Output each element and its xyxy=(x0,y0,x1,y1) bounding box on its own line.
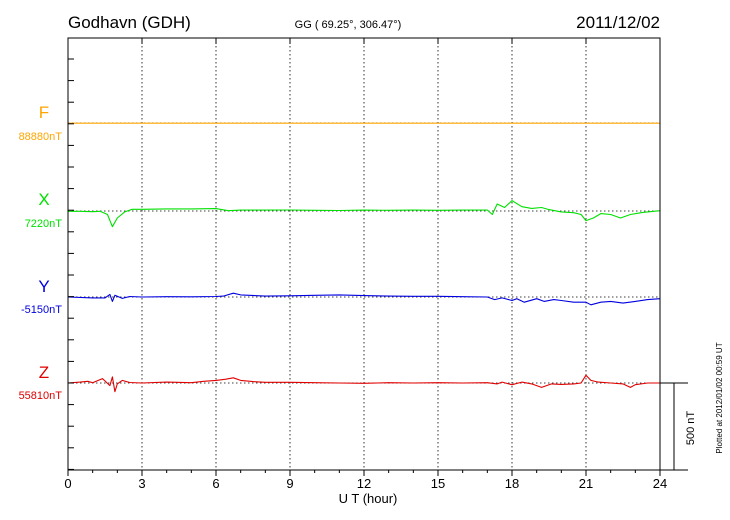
series-baseline-x: 7220nT xyxy=(25,218,63,230)
x-axis-ticks: 0 3 6 9 12 15 18 21 24 xyxy=(64,38,667,491)
date-label: 2011/12/02 xyxy=(576,13,660,32)
series-name-x: X xyxy=(38,190,49,209)
x-tick-label: 9 xyxy=(286,476,293,491)
series-baseline-y: -5150nT xyxy=(21,304,62,316)
grid-lines xyxy=(141,38,587,470)
x-tick-label: 12 xyxy=(357,476,371,491)
series-line-x xyxy=(68,200,661,228)
x-tick-label: 24 xyxy=(653,476,667,491)
series-name-z: Z xyxy=(39,363,49,382)
scale-bar-label: 500 nT xyxy=(685,411,697,446)
x-axis-label: U T (hour) xyxy=(339,491,398,506)
left-axis-ticks xyxy=(68,58,74,470)
x-tick-label: 21 xyxy=(579,476,593,491)
x-tick-label: 6 xyxy=(212,476,219,491)
x-tick-label: 15 xyxy=(431,476,445,491)
series-line-y xyxy=(67,292,661,306)
series-baseline-f: 88880nT xyxy=(19,131,63,143)
series-lines xyxy=(67,122,661,393)
coords-label: GG ( 69.25°, 306.47°) xyxy=(295,19,402,31)
x-tick-label: 0 xyxy=(64,476,71,491)
x-tick-label: 3 xyxy=(138,476,145,491)
station-title: Godhavn (GDH) xyxy=(68,13,191,32)
x-tick-label: 18 xyxy=(505,476,519,491)
series-name-f: F xyxy=(39,103,49,122)
series-labels: F 88880nT X 7220nT Y -5150nT Z 55810nT xyxy=(19,103,63,402)
plotted-timestamp: Plotted at 2012/01/02 00:59 UT xyxy=(715,342,724,453)
series-name-y: Y xyxy=(38,277,49,296)
series-line-z xyxy=(67,374,660,393)
series-baseline-z: 55810nT xyxy=(19,390,63,402)
